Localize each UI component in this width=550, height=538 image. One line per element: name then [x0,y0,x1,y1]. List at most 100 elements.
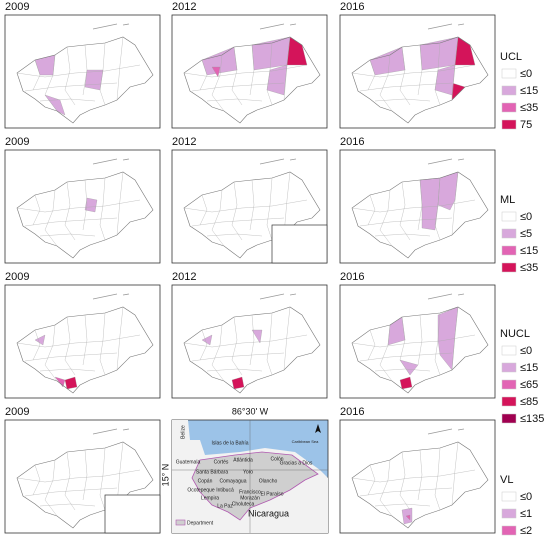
zoom-inset [271,224,328,264]
map [351,293,489,394]
department-label: Francisco [239,489,261,495]
map [16,293,154,394]
map-panel [4,149,161,264]
legend-label: ≤35 [520,102,538,114]
longitude-label: 86°30' W [232,406,269,416]
department-label: Ocotepeque [187,487,214,493]
legend-label: 75 [520,119,532,131]
inset-map [171,419,329,534]
country-label: Belize [180,425,186,439]
year-label: 2009 [5,136,29,148]
map [351,23,489,124]
year-label: 2009 [5,1,29,13]
legend-label: ≤0 [520,345,532,357]
legend-swatch [501,362,517,373]
map-panel [339,14,496,129]
country-label: Guatemala [176,459,201,465]
legend-title: UCL [500,51,522,63]
legend-label: ≤1 [520,508,532,520]
legend-label: ≤0 [520,211,532,223]
department-label: Olancho [259,478,278,484]
year-label: 2009 [5,271,29,283]
region [211,66,221,78]
year-label: 2016 [340,271,364,283]
department-label: Islas de la Bahía [212,440,249,446]
legend-swatch [501,245,517,256]
legend-label: ≤5 [520,228,532,240]
region [405,514,411,521]
year-label: 2016 [340,406,364,418]
legend-title: VL [500,474,513,486]
department-label: Gracias a Dios [280,460,313,466]
legend-label: ≤35 [520,262,538,274]
year-label: 2012 [172,136,196,148]
map [351,428,489,529]
department-label: Comayagua [220,478,247,484]
region [84,197,98,213]
legend-swatch [501,119,517,130]
legend-title: ML [500,194,515,206]
map-panel [339,149,496,264]
legend-swatch [501,85,517,96]
region [251,329,263,344]
map-panel [171,284,328,399]
legend-swatch [501,211,517,222]
department-label: El Paraíso [260,491,283,497]
map [183,293,321,394]
department-label: Colón [270,456,283,462]
map-panel [171,14,328,129]
department-label: Choluteca [232,501,255,507]
legend-swatch [501,228,517,239]
latitude-label: 15° N [160,464,170,487]
department-label: Copán [198,478,213,484]
country-label: Nicaragua [248,508,289,518]
legend-label: ≤85 [520,396,538,408]
map [351,158,489,259]
department-label: Cortés [214,459,229,465]
legend-label: ≤15 [520,362,538,374]
sea-label: Caribbean Sea [292,439,319,444]
legend-swatch [501,525,517,536]
department-label: Yoro [243,469,253,475]
legend-swatch [501,508,517,519]
legend-swatch [501,102,517,113]
legend-swatch [501,379,517,390]
year-label: 2012 [172,1,196,13]
legend-label: ≤15 [520,245,538,257]
legend-swatch [501,413,517,424]
year-label: 2016 [340,1,364,13]
map [16,158,154,259]
map [183,23,321,124]
region [399,376,413,390]
year-label: 2016 [340,136,364,148]
legend-title: NUCL [500,328,530,340]
region [54,376,66,388]
department-label: Atlántida [233,457,253,463]
year-label: 2012 [172,271,196,283]
zoom-inset [104,494,161,534]
department-label: Morazán [240,495,260,501]
department-label: La Paz [217,503,233,509]
legend-swatch [501,262,517,273]
map-panel [339,284,496,399]
region [64,376,78,390]
legend-label: ≤2 [520,525,532,537]
inset-legend-label: Department [187,520,214,526]
department-label: Intibucá [216,487,234,493]
legend-swatch [501,491,517,502]
map-panel [339,419,496,534]
region [231,376,245,390]
year-label: 2009 [5,406,29,418]
legend-label: ≤0 [520,68,532,80]
department-label: Lempira [201,495,219,501]
map-panel [4,284,161,399]
legend-swatch [501,345,517,356]
legend-label: ≤135 [520,413,544,425]
map [16,23,154,124]
legend-label: ≤0 [520,491,532,503]
legend-label: ≤15 [520,85,538,97]
legend-swatch [501,68,517,79]
department-label: Santa Bárbara [196,469,228,475]
legend-label: ≤65 [520,379,538,391]
